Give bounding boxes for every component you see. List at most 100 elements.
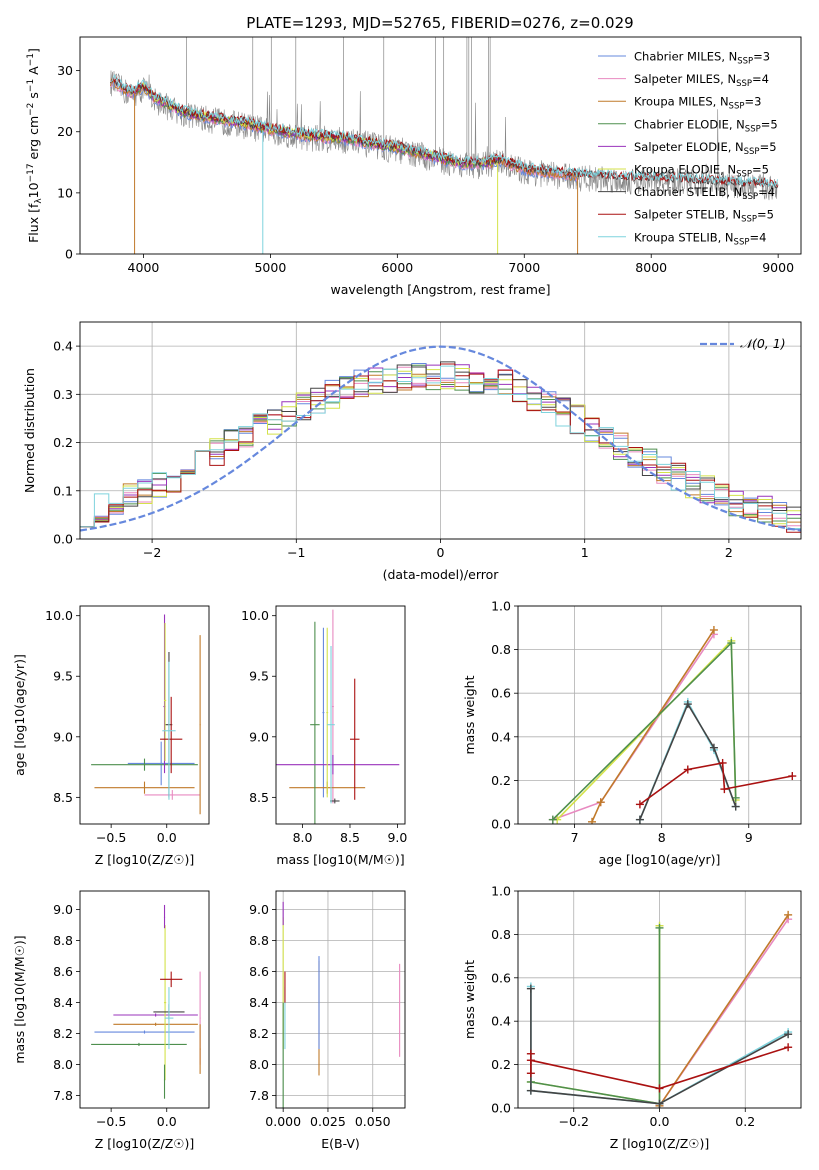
data-marker xyxy=(720,785,729,794)
series-line xyxy=(530,1046,789,1090)
y-tick-label: 20 xyxy=(57,124,73,139)
x-tick-label: 0.025 xyxy=(310,1114,346,1129)
x-tick-label: 9000 xyxy=(762,260,794,275)
ylabel-part: erg cm xyxy=(26,116,41,164)
x-tick-label: 1 xyxy=(581,545,589,560)
data-marker xyxy=(683,700,692,709)
errorbar-point-kroupa_stelib xyxy=(162,661,176,800)
y-axis-label: mass [log10(M/M☉)] xyxy=(12,935,27,1063)
x-tick-label: 0.0 xyxy=(157,830,177,845)
spectrum-data xyxy=(110,37,779,254)
plot-background xyxy=(276,606,405,824)
x-axis-label: Z [log10(Z/Z☉)] xyxy=(95,852,195,867)
y-tick-label: 8.5 xyxy=(53,790,73,805)
x-tick-label: 2 xyxy=(725,545,733,560)
y-axis-label: mass weight xyxy=(462,675,477,754)
x-tick-label: −0.2 xyxy=(559,1114,589,1129)
errorbar-point-kroupa_stelib xyxy=(327,645,335,804)
ylabel-sup: −2 xyxy=(26,103,36,116)
errorbar-point-kroupa_elodie xyxy=(163,925,167,1081)
x-axis-label: E(B-V) xyxy=(321,1136,360,1151)
errorbar-point-chabrier_elodie xyxy=(91,1042,187,1046)
errorbar-point-chabrier_miles xyxy=(322,627,325,798)
errorbar-point-kroupa_miles xyxy=(199,635,201,815)
y-tick-label: 0.4 xyxy=(491,1014,511,1029)
errorbar-point-salpeter_miles xyxy=(144,790,201,800)
data-marker xyxy=(784,910,793,919)
legend-suffix: =4 xyxy=(752,72,769,86)
data-marker xyxy=(727,639,736,648)
errorbar-point-salpeter_elodie xyxy=(113,1013,198,1017)
legend-label-salpeter_miles: Salpeter MILES, NSSP=4 xyxy=(634,72,769,89)
axes: −0.5 0.0 7.8 8.0 8.2 8.4 8.6 8.8 9.0 xyxy=(53,902,177,1129)
x-tick-label: 0.0 xyxy=(157,1114,177,1129)
data-marker xyxy=(596,798,605,807)
y-tick-label: 9.0 xyxy=(249,902,269,917)
x-tick-label: 8 xyxy=(658,830,666,845)
y-tick-label: 0.6 xyxy=(491,686,511,701)
ylabel-sup: −17 xyxy=(26,163,36,182)
x-tick-label: 0 xyxy=(437,545,445,560)
x-tick-label: 8.5 xyxy=(340,830,360,845)
legend-label-chabrier_miles: Chabrier MILES, NSSP=3 xyxy=(634,50,770,67)
model-line-kroupa_stelib xyxy=(110,73,779,188)
data-marker xyxy=(683,765,692,774)
legend-suffix: =5 xyxy=(757,208,774,222)
axes-frame xyxy=(79,890,210,1109)
y-tick-label: 8.0 xyxy=(53,1057,73,1072)
x-axis-label: Z [log10(Z/Z☉)] xyxy=(610,1136,710,1151)
data-marker xyxy=(526,1086,535,1095)
y-tick-label: 9.0 xyxy=(249,729,269,744)
data-marker xyxy=(526,1069,535,1078)
x-tick-label: −2 xyxy=(143,545,161,560)
data-marker xyxy=(784,1043,793,1052)
data-marker xyxy=(788,772,797,781)
y-tick-label: 1.0 xyxy=(491,599,511,614)
y-tick-label: 0.0 xyxy=(491,1101,511,1116)
panel-Z-weight: −0.2 0.0 0.2 0.0 0.2 0.4 0.6 0.8 1.0 Z [log10(Z/Z… xyxy=(462,884,802,1151)
x-axis-label: age [log10(age/yr)] xyxy=(599,852,721,867)
y-axis-label: Normed distribution xyxy=(22,368,37,493)
normal-distribution-curve xyxy=(80,345,801,532)
data-marker xyxy=(718,758,727,767)
axes: 0.000 0.025 0.050 7.8 8.0 8.2 8.4 8.6 8.8 9.0 xyxy=(249,902,391,1129)
errorbar-point-salpeter_stelib xyxy=(160,971,183,988)
y-tick-label: 8.8 xyxy=(249,933,269,948)
y-tick-label: 0.4 xyxy=(491,729,511,744)
y-axis-label: mass weight xyxy=(462,960,477,1039)
axes-frame xyxy=(79,321,802,540)
axes: −0.2 0.0 0.2 0.0 0.2 0.4 0.6 0.8 1.0 xyxy=(491,884,755,1130)
legend-label-chabrier_elodie: Chabrier ELODIE, NSSP=5 xyxy=(634,117,778,134)
y-tick-label: 8.4 xyxy=(249,995,269,1010)
y-tick-label: 0.6 xyxy=(491,970,511,985)
y-tick-label: 10.0 xyxy=(241,608,269,623)
errorbar-point-salpeter_elodie xyxy=(276,754,400,775)
legend: Chabrier MILES, NSSP=3 Salpeter MILES, NS… xyxy=(598,50,778,247)
y-axis-label: Flux [fλ10−17 erg cm−2 s−1 A−1] xyxy=(26,48,44,243)
panel-residuals: −2 −1 0 1 2 0.0 0.1 0.2 0.3 0.4 (data-model)/error… xyxy=(22,321,802,582)
y-tick-label: 8.2 xyxy=(249,1026,269,1041)
plot-background xyxy=(80,37,801,254)
x-axis-label: (data-model)/error xyxy=(383,567,500,582)
x-tick-label: 9.0 xyxy=(387,830,407,845)
legend-label-kroupa_stelib: Kroupa STELIB, NSSP=4 xyxy=(634,230,766,247)
legend-sub: SSP xyxy=(745,124,761,134)
data-marker xyxy=(709,625,718,634)
x-axis-label: wavelength [Angstrom, rest frame] xyxy=(330,282,550,297)
panel-age-weight: 7 8 9 0.0 0.2 0.4 0.6 0.8 1.0 age [log10(age/yr)]… xyxy=(462,599,802,867)
errorbar-point-salpeter_stelib xyxy=(160,696,183,774)
legend-sub: SSP xyxy=(741,215,757,225)
series-kroupa_miles xyxy=(588,625,718,824)
x-tick-label: 4000 xyxy=(128,260,160,275)
y-tick-label: 8.2 xyxy=(53,1026,73,1041)
error-bars xyxy=(91,614,201,815)
x-tick-label: 0.050 xyxy=(355,1114,391,1129)
ylabel-part: A xyxy=(26,66,41,79)
y-tick-label: 0.2 xyxy=(491,1057,511,1072)
plot-area: 4000 5000 6000 7000 8000 90000102030wavelengt… xyxy=(12,36,802,1151)
y-tick-label: 0.1 xyxy=(53,483,73,498)
legend-suffix: =4 xyxy=(758,185,775,199)
x-tick-label: −1 xyxy=(287,545,305,560)
errorbar-point-kroupa_miles xyxy=(199,1024,201,1074)
y-axis-label: age [log10(age/yr)] xyxy=(12,654,27,776)
